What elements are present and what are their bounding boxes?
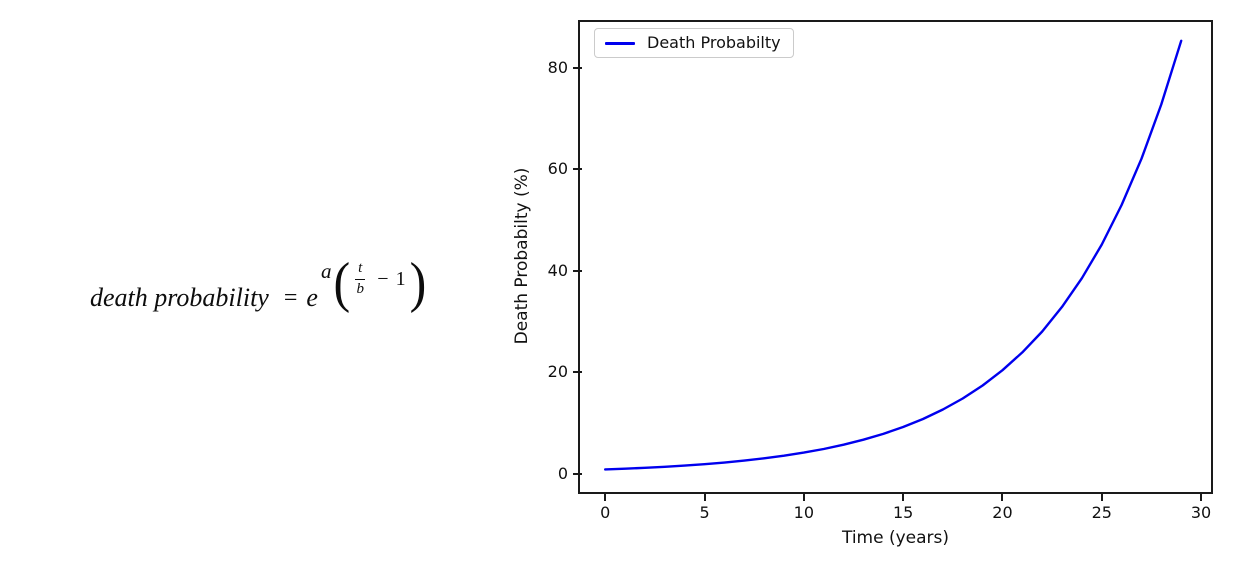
- legend-line-sample: [605, 41, 635, 45]
- y-tick-label: 0: [557, 463, 568, 483]
- x-tick-label: 20: [992, 503, 1013, 522]
- x-tick-mark: [1100, 492, 1103, 501]
- x-tick-mark: [902, 492, 905, 501]
- y-tick-mark: [573, 472, 582, 475]
- formula-close-paren: ): [409, 250, 427, 314]
- death-probability-formula: death probability = e a ( t b − 1 ): [90, 254, 426, 313]
- formula-lhs: death probability: [90, 283, 269, 312]
- formula-exponent: a ( t b − 1 ): [321, 254, 426, 310]
- x-tick-mark: [604, 492, 607, 501]
- y-tick-label: 40: [547, 260, 568, 280]
- y-tick-mark: [573, 66, 582, 69]
- x-tick-label: 0: [600, 503, 611, 522]
- x-tick-label: 25: [1091, 503, 1112, 522]
- x-tick-mark: [703, 492, 706, 501]
- formula-fraction-numerator: t: [355, 260, 366, 280]
- y-tick-mark: [573, 371, 582, 374]
- y-tick-mark: [573, 168, 582, 171]
- x-tick-mark: [1200, 492, 1203, 501]
- formula-minus-sign: −: [377, 267, 389, 290]
- formula-base-e: e: [306, 283, 318, 312]
- formula-exp-coefficient: a: [320, 259, 332, 283]
- x-tick-label: 5: [699, 503, 710, 522]
- formula-open-paren: (: [333, 250, 351, 314]
- formula-constant-one: 1: [395, 267, 406, 290]
- plot-box: Death Probabilty Time (years) Death Prob…: [512, 20, 1213, 548]
- curve-svg: [604, 39, 1183, 471]
- y-tick-label: 80: [547, 57, 568, 77]
- x-tick-label: 30: [1190, 503, 1212, 522]
- legend-label: Death Probabilty: [647, 33, 781, 52]
- x-axis-label: Time (years): [841, 528, 950, 548]
- legend: Death Probabilty: [594, 28, 794, 58]
- formula-fraction-denominator: b: [356, 280, 364, 297]
- y-axis-label: Death Probabilty (%): [512, 167, 532, 345]
- x-tick-label: 15: [892, 503, 914, 522]
- x-tick-mark: [1001, 492, 1004, 501]
- x-tick-label: 10: [793, 503, 814, 522]
- y-tick-label: 60: [547, 159, 568, 179]
- y-tick-label: 20: [547, 362, 568, 382]
- y-tick-mark: [573, 269, 582, 272]
- formula-fraction: t b: [355, 260, 366, 298]
- death-probability-curve: [604, 39, 1183, 471]
- formula-equals-sign: =: [283, 285, 298, 311]
- x-tick-mark: [802, 492, 805, 501]
